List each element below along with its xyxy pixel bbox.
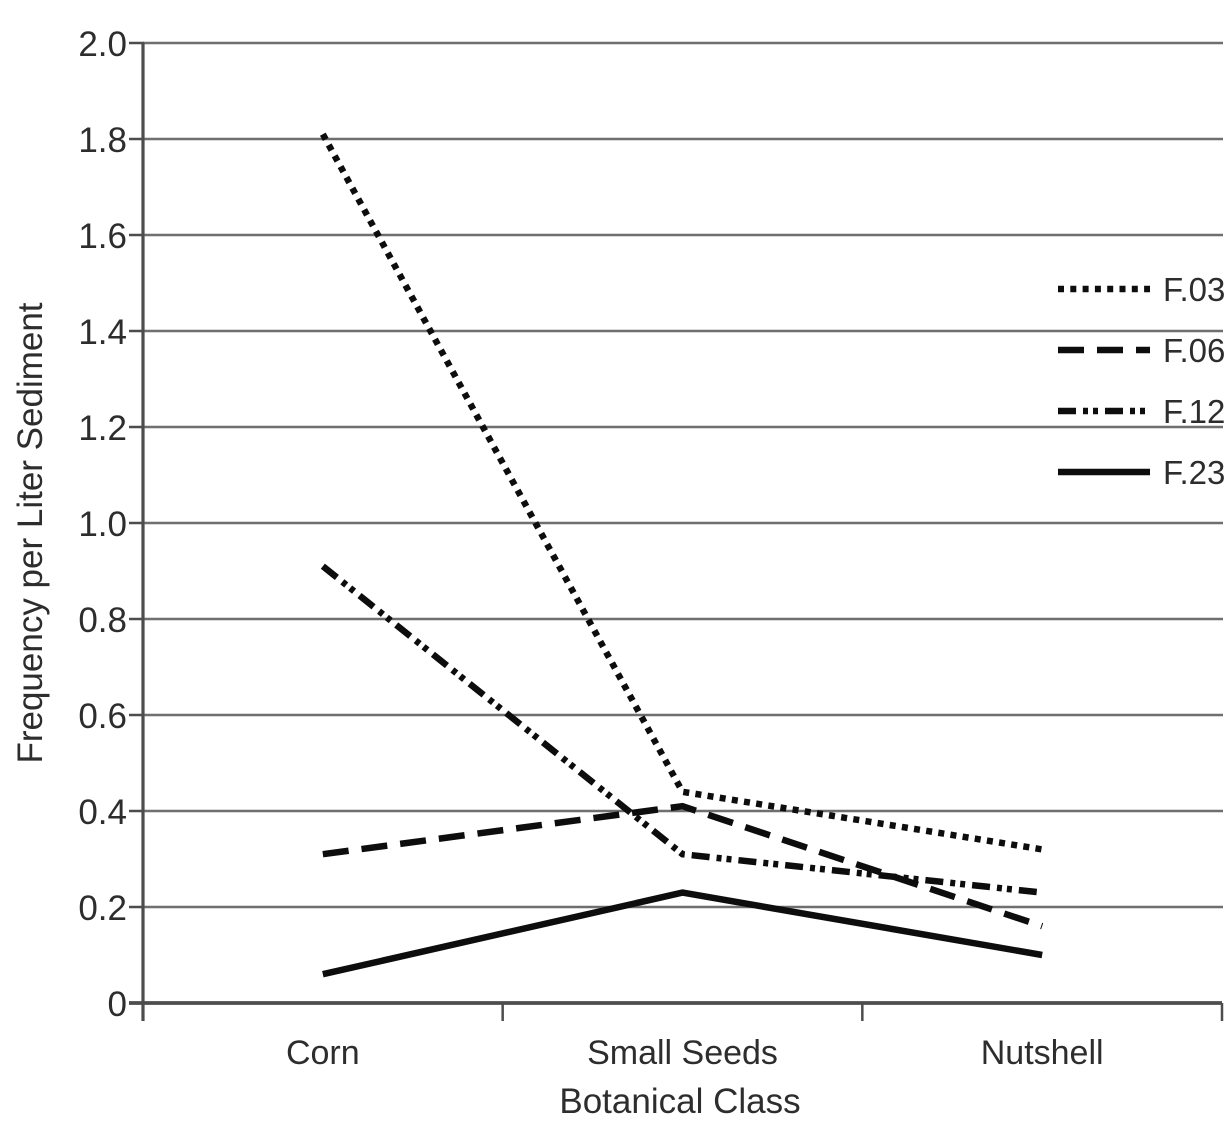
series-lines <box>319 132 1044 978</box>
y-axis-title: Frequency per Liter Sediment <box>11 302 50 763</box>
series-line-f23 <box>322 889 1043 978</box>
x-category-label: Small Seeds <box>587 1034 778 1072</box>
series-line-f06 <box>322 802 1044 930</box>
x-axis-title: Botanical Class <box>559 1082 800 1121</box>
axes <box>129 41 1224 1021</box>
legend-item: F.23 <box>1058 454 1225 491</box>
gridlines <box>143 41 1223 909</box>
legend-item: F.06 <box>1058 332 1225 369</box>
x-category-label: Nutshell <box>981 1034 1104 1072</box>
legend-label: F.03 <box>1163 271 1225 308</box>
legend-label: F.23 <box>1163 454 1225 491</box>
y-tick-label: 0.4 <box>78 793 127 832</box>
y-tick-label: 0.6 <box>78 697 127 736</box>
series-line-f03 <box>319 132 1043 853</box>
legend-item: F.12 <box>1058 393 1225 430</box>
legend-label: F.12 <box>1163 393 1225 430</box>
y-tick-label: 0.2 <box>78 889 127 928</box>
legend: F.03 F.06 F.12 F.23 <box>1058 271 1225 491</box>
y-tick-label: 2.0 <box>78 25 127 64</box>
legend-label: F.06 <box>1163 332 1225 369</box>
y-tick-label: 1.0 <box>78 505 127 544</box>
y-tick-label: 1.4 <box>78 313 127 352</box>
x-category-labels: Corn Small Seeds Nutshell <box>286 1034 1104 1072</box>
y-tick-labels: 0 0.2 0.4 0.6 0.8 1.0 1.2 1.4 1.6 1.8 2.0 <box>78 25 127 1024</box>
y-tick-label: 1.2 <box>78 409 127 448</box>
y-tick-label: 1.8 <box>78 121 127 160</box>
x-category-label: Corn <box>286 1034 360 1072</box>
y-tick-label: 1.6 <box>78 217 127 256</box>
y-tick-label: 0 <box>108 985 127 1024</box>
series-line-f12 <box>320 563 1043 896</box>
y-tick-label: 0.8 <box>78 601 127 640</box>
legend-item: F.03 <box>1058 271 1225 308</box>
